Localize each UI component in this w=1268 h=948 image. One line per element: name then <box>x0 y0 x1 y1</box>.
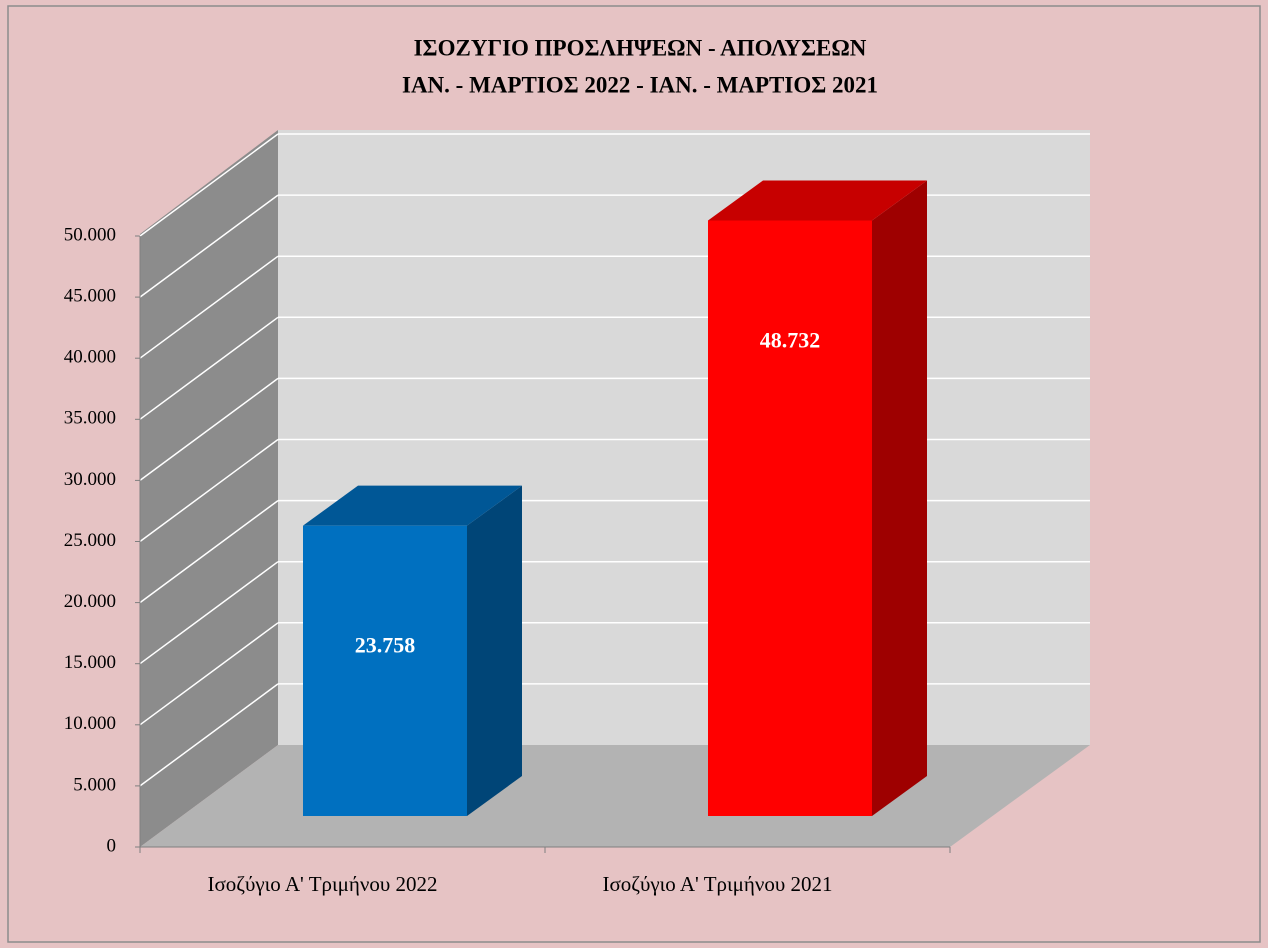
grid-line <box>139 377 279 482</box>
bar <box>303 525 467 816</box>
data-label: 48.732 <box>760 328 821 353</box>
bar-side <box>467 485 522 816</box>
grid-line <box>139 316 279 420</box>
y-tick-label: 50.000 <box>64 224 116 245</box>
grid-line <box>139 255 279 359</box>
bar-top <box>303 485 522 526</box>
y-tick-label: 0 <box>107 835 117 856</box>
x-tick-label: Ισοζύγιο Α' Τριμήνου 2021 <box>602 872 832 896</box>
y-tick-label: 35.000 <box>64 408 116 429</box>
grid-line <box>139 622 279 726</box>
bar-side <box>872 180 927 816</box>
y-tick-label: 45.000 <box>64 285 116 306</box>
y-tick-label: 10.000 <box>64 713 116 734</box>
x-tick-label: Ισοζύγιο Α' Τριμήνου 2022 <box>207 872 437 896</box>
grid-line <box>139 194 279 298</box>
grid-line <box>139 561 279 665</box>
grid-line <box>139 499 279 604</box>
y-tick-label: 30.000 <box>64 469 116 490</box>
grid-line <box>139 683 279 787</box>
grid-line <box>139 133 279 237</box>
data-label: 23.758 <box>355 633 416 658</box>
chart-border <box>7 5 1261 943</box>
side-wall <box>140 130 278 847</box>
bar <box>708 220 872 816</box>
y-tick-label: 20.000 <box>64 591 116 612</box>
floor <box>140 745 1090 847</box>
y-tick-label: 40.000 <box>64 347 116 368</box>
y-tick-label: 15.000 <box>64 652 116 673</box>
grid-line <box>139 438 279 543</box>
y-tick-label: 5.000 <box>73 774 116 795</box>
y-tick-label: 25.000 <box>64 530 116 551</box>
bar-top <box>708 180 927 221</box>
chart-title: ΙΣΟΖΥΓΙΟ ΠΡΟΣΛΗΨΕΩΝ - ΑΠΟΛΥΣΕΩΝ <box>414 35 867 60</box>
chart-subtitle: ΙΑΝ. - ΜΑΡΤΙΟΣ 2022 - ΙΑΝ. - ΜΑΡΤΙΟΣ 202… <box>402 72 878 97</box>
